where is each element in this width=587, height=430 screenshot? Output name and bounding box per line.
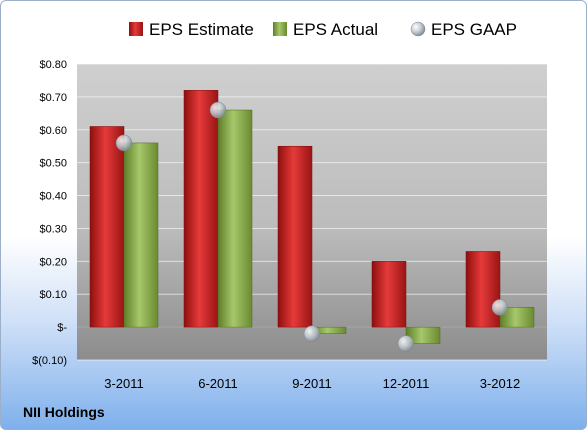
bar-eps-estimate xyxy=(89,126,125,328)
bar-eps-actual xyxy=(499,307,535,328)
x-tick-label: 6-2011 xyxy=(198,376,238,391)
x-tick-label: 3-2011 xyxy=(104,376,144,391)
marker-eps-gaap xyxy=(209,101,227,119)
bar-eps-actual xyxy=(123,142,159,328)
legend-swatch-gaap xyxy=(410,21,426,37)
y-tick-label: $0.10 xyxy=(39,289,67,301)
x-tick-label: 3-2012 xyxy=(480,376,520,391)
legend-label-estimate: EPS Estimate xyxy=(149,20,254,39)
gaap-markers xyxy=(115,101,509,352)
legend-label-gaap: EPS GAAP xyxy=(431,20,517,39)
y-tick-label: $0.20 xyxy=(39,256,67,268)
y-tick-label: $(0.10) xyxy=(32,355,67,367)
y-tick-label: $0.80 xyxy=(39,59,67,71)
bar-eps-actual xyxy=(217,109,253,328)
x-axis: 3-2011 6-2011 9-2011 12-2011 3-2012 xyxy=(104,376,520,391)
y-axis: $0.80 $0.70 $0.60 $0.50 $0.40 $0.30 $0.20 $0.10… xyxy=(32,59,67,367)
marker-eps-gaap xyxy=(303,325,321,342)
y-tick-label: $0.50 xyxy=(39,158,67,170)
bar-eps-estimate xyxy=(465,251,501,328)
x-tick-label: 12-2011 xyxy=(383,376,430,391)
legend: EPS Estimate EPS Actual EPS GAAP xyxy=(129,20,517,39)
company-name: NII Holdings xyxy=(23,404,105,420)
y-tick-label: $- xyxy=(57,322,67,334)
y-tick-label: $0.30 xyxy=(39,223,67,235)
y-tick-label: $0.60 xyxy=(39,125,67,137)
bar-eps-estimate xyxy=(183,90,219,328)
marker-eps-gaap xyxy=(115,134,133,152)
bar-eps-estimate xyxy=(371,261,407,328)
legend-swatch-actual xyxy=(273,22,287,36)
legend-label-actual: EPS Actual xyxy=(293,20,378,39)
y-tick-label: $0.70 xyxy=(39,92,67,104)
x-tick-label: 9-2011 xyxy=(292,376,332,391)
legend-swatch-estimate xyxy=(129,22,143,36)
bars xyxy=(89,90,535,344)
bar-eps-estimate xyxy=(277,145,313,328)
marker-eps-gaap xyxy=(491,299,509,316)
marker-eps-gaap xyxy=(397,335,415,352)
y-tick-label: $0.40 xyxy=(39,191,67,203)
